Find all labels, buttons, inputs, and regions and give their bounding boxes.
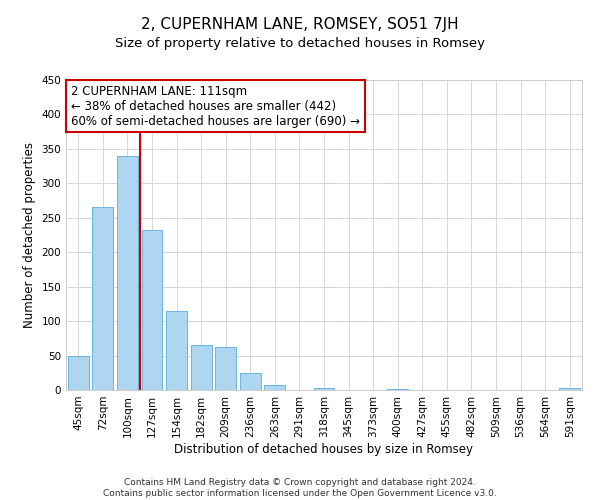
Text: 2, CUPERNHAM LANE, ROMSEY, SO51 7JH: 2, CUPERNHAM LANE, ROMSEY, SO51 7JH bbox=[141, 18, 459, 32]
Bar bbox=[314, 388, 334, 390]
Bar bbox=[142, 230, 163, 390]
Bar bbox=[387, 388, 408, 390]
Bar bbox=[117, 156, 138, 390]
Bar bbox=[68, 356, 89, 390]
Bar bbox=[559, 388, 580, 390]
Text: 2 CUPERNHAM LANE: 111sqm
← 38% of detached houses are smaller (442)
60% of semi-: 2 CUPERNHAM LANE: 111sqm ← 38% of detach… bbox=[71, 84, 360, 128]
Bar bbox=[265, 385, 286, 390]
Y-axis label: Number of detached properties: Number of detached properties bbox=[23, 142, 36, 328]
Bar bbox=[92, 208, 113, 390]
X-axis label: Distribution of detached houses by size in Romsey: Distribution of detached houses by size … bbox=[175, 442, 473, 456]
Bar bbox=[191, 345, 212, 390]
Text: Size of property relative to detached houses in Romsey: Size of property relative to detached ho… bbox=[115, 38, 485, 51]
Text: Contains HM Land Registry data © Crown copyright and database right 2024.
Contai: Contains HM Land Registry data © Crown c… bbox=[103, 478, 497, 498]
Bar bbox=[215, 348, 236, 390]
Bar bbox=[240, 373, 261, 390]
Bar bbox=[166, 311, 187, 390]
